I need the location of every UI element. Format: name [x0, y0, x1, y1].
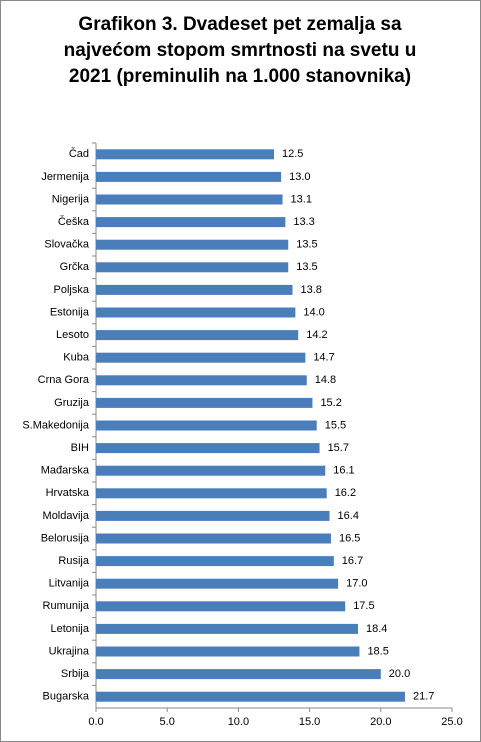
- y-tick-label: Nigerija: [52, 193, 90, 205]
- value-label: 18.5: [367, 645, 388, 657]
- x-tick-label: 10.0: [228, 716, 249, 728]
- y-tick-label: Moldavija: [43, 510, 90, 522]
- bar: [96, 443, 320, 454]
- bar: [96, 262, 289, 273]
- y-tick-label: Estonija: [50, 306, 90, 318]
- y-tick-label: Mađarska: [41, 465, 90, 477]
- value-label: 21.7: [413, 691, 434, 703]
- y-tick-label: Ukrajina: [49, 645, 90, 657]
- value-label: 13.1: [291, 193, 312, 205]
- bar: [96, 171, 282, 182]
- bar: [96, 488, 327, 499]
- y-tick-label: Jermenija: [41, 171, 90, 183]
- bar: [96, 510, 330, 521]
- value-label: 13.3: [293, 216, 314, 228]
- bar: [96, 623, 359, 634]
- y-tick-label: Rusija: [58, 555, 89, 567]
- value-label: 13.0: [289, 171, 310, 183]
- value-label: 14.7: [313, 352, 334, 364]
- y-tick-label: Slovačka: [44, 239, 90, 251]
- value-label: 20.0: [389, 668, 410, 680]
- y-tick-label: Bugarska: [43, 691, 90, 703]
- chart-title: Grafikon 3. Dvadeset pet zemalja sa najv…: [63, 14, 417, 87]
- value-label: 18.4: [366, 623, 387, 635]
- bar: [96, 533, 331, 544]
- value-label: 16.2: [335, 487, 356, 499]
- y-tick-label: Lesoto: [56, 329, 89, 341]
- x-tick-label: 20.0: [370, 716, 391, 728]
- y-tick-label: Poljska: [54, 284, 90, 296]
- y-tick-label: Grčka: [60, 261, 90, 273]
- value-label: 13.5: [296, 239, 317, 251]
- value-label: 15.7: [328, 442, 349, 454]
- value-label: 17.5: [353, 600, 374, 612]
- value-label: 16.1: [333, 465, 354, 477]
- x-tick-label: 25.0: [441, 716, 462, 728]
- value-label: 14.0: [303, 306, 324, 318]
- bar: [96, 691, 406, 702]
- value-label: 14.2: [306, 329, 327, 341]
- value-label: 15.5: [325, 419, 346, 431]
- bar: [96, 149, 274, 160]
- value-label: 14.8: [315, 374, 336, 386]
- value-label: 13.5: [296, 261, 317, 273]
- y-tick-label: Čad: [69, 147, 89, 160]
- bar: [96, 578, 339, 589]
- bar: [96, 284, 293, 295]
- bar: [96, 307, 296, 318]
- value-label: 16.7: [342, 555, 363, 567]
- value-label: 16.5: [339, 532, 360, 544]
- x-tick-label: 0.0: [88, 716, 103, 728]
- y-tick-label: Kuba: [63, 352, 90, 364]
- bar: [96, 375, 307, 386]
- y-tick-label: Gruzija: [54, 397, 90, 409]
- bar: [96, 352, 306, 363]
- value-label: 17.0: [346, 578, 367, 590]
- value-label: 15.2: [320, 397, 341, 409]
- y-tick-label: Rumunija: [43, 600, 90, 612]
- y-tick-label: Češka: [58, 215, 90, 228]
- y-tick-label: Crna Gora: [38, 374, 90, 386]
- y-tick-label: Litvanija: [49, 578, 90, 590]
- y-tick-label: BIH: [71, 442, 89, 454]
- bar: [96, 646, 360, 657]
- x-tick-label: 5.0: [160, 716, 175, 728]
- bar: [96, 239, 289, 250]
- bar: [96, 669, 381, 680]
- x-tick-label: 15.0: [299, 716, 320, 728]
- bar: [96, 420, 317, 431]
- bar: [96, 397, 313, 408]
- bar: [96, 330, 299, 341]
- value-label: 13.8: [301, 284, 322, 296]
- y-tick-label: Hrvatska: [46, 487, 90, 499]
- bar: [96, 217, 286, 228]
- y-tick-label: Belorusija: [41, 532, 90, 544]
- y-tick-label: Letonija: [50, 623, 89, 635]
- y-tick-label: Srbija: [61, 668, 90, 680]
- value-label: 16.4: [338, 510, 359, 522]
- y-tick-label: S.Makedonija: [22, 419, 90, 431]
- bar: [96, 194, 283, 205]
- bar: [96, 465, 326, 476]
- bar: [96, 601, 346, 612]
- bar: [96, 556, 334, 567]
- value-label: 12.5: [282, 148, 303, 160]
